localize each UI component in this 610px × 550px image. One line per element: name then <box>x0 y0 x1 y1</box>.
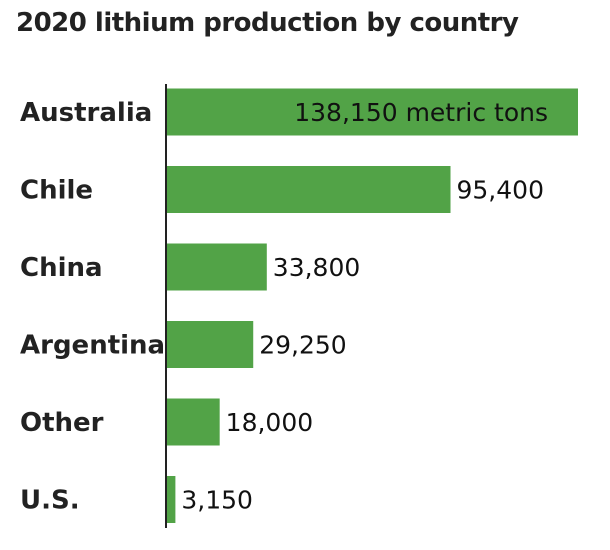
bar-other <box>166 398 220 446</box>
value-label-argentina: 29,250 <box>259 331 346 360</box>
value-label-china: 33,800 <box>273 253 360 282</box>
category-label-argentina: Argentina <box>20 331 165 361</box>
value-labels-group: 138,150 metric tons 95,400 33,800 29,250 18,… <box>181 98 548 515</box>
value-label-u-s: 3,150 <box>181 486 253 515</box>
bar-australia <box>166 88 578 136</box>
bar-argentina <box>166 321 254 368</box>
value-label-australia: 138,150 metric tons <box>294 98 548 127</box>
chart-title: 2020 lithium production by country <box>16 8 519 38</box>
category-label-china: China <box>20 253 103 283</box>
value-label-other: 18,000 <box>226 408 313 437</box>
category-label-australia: Australia <box>20 98 152 128</box>
bars-group <box>166 88 578 523</box>
bar-u-s <box>166 476 176 523</box>
category-label-other: Other <box>20 408 104 438</box>
category-labels-group: Australia Chile China Argentina Other U.S. <box>20 98 165 516</box>
category-label-chile: Chile <box>20 176 93 206</box>
bar-china <box>166 243 267 291</box>
category-label-u-s: U.S. <box>20 486 80 516</box>
bar-chile <box>166 166 451 213</box>
value-label-chile: 95,400 <box>457 176 544 205</box>
